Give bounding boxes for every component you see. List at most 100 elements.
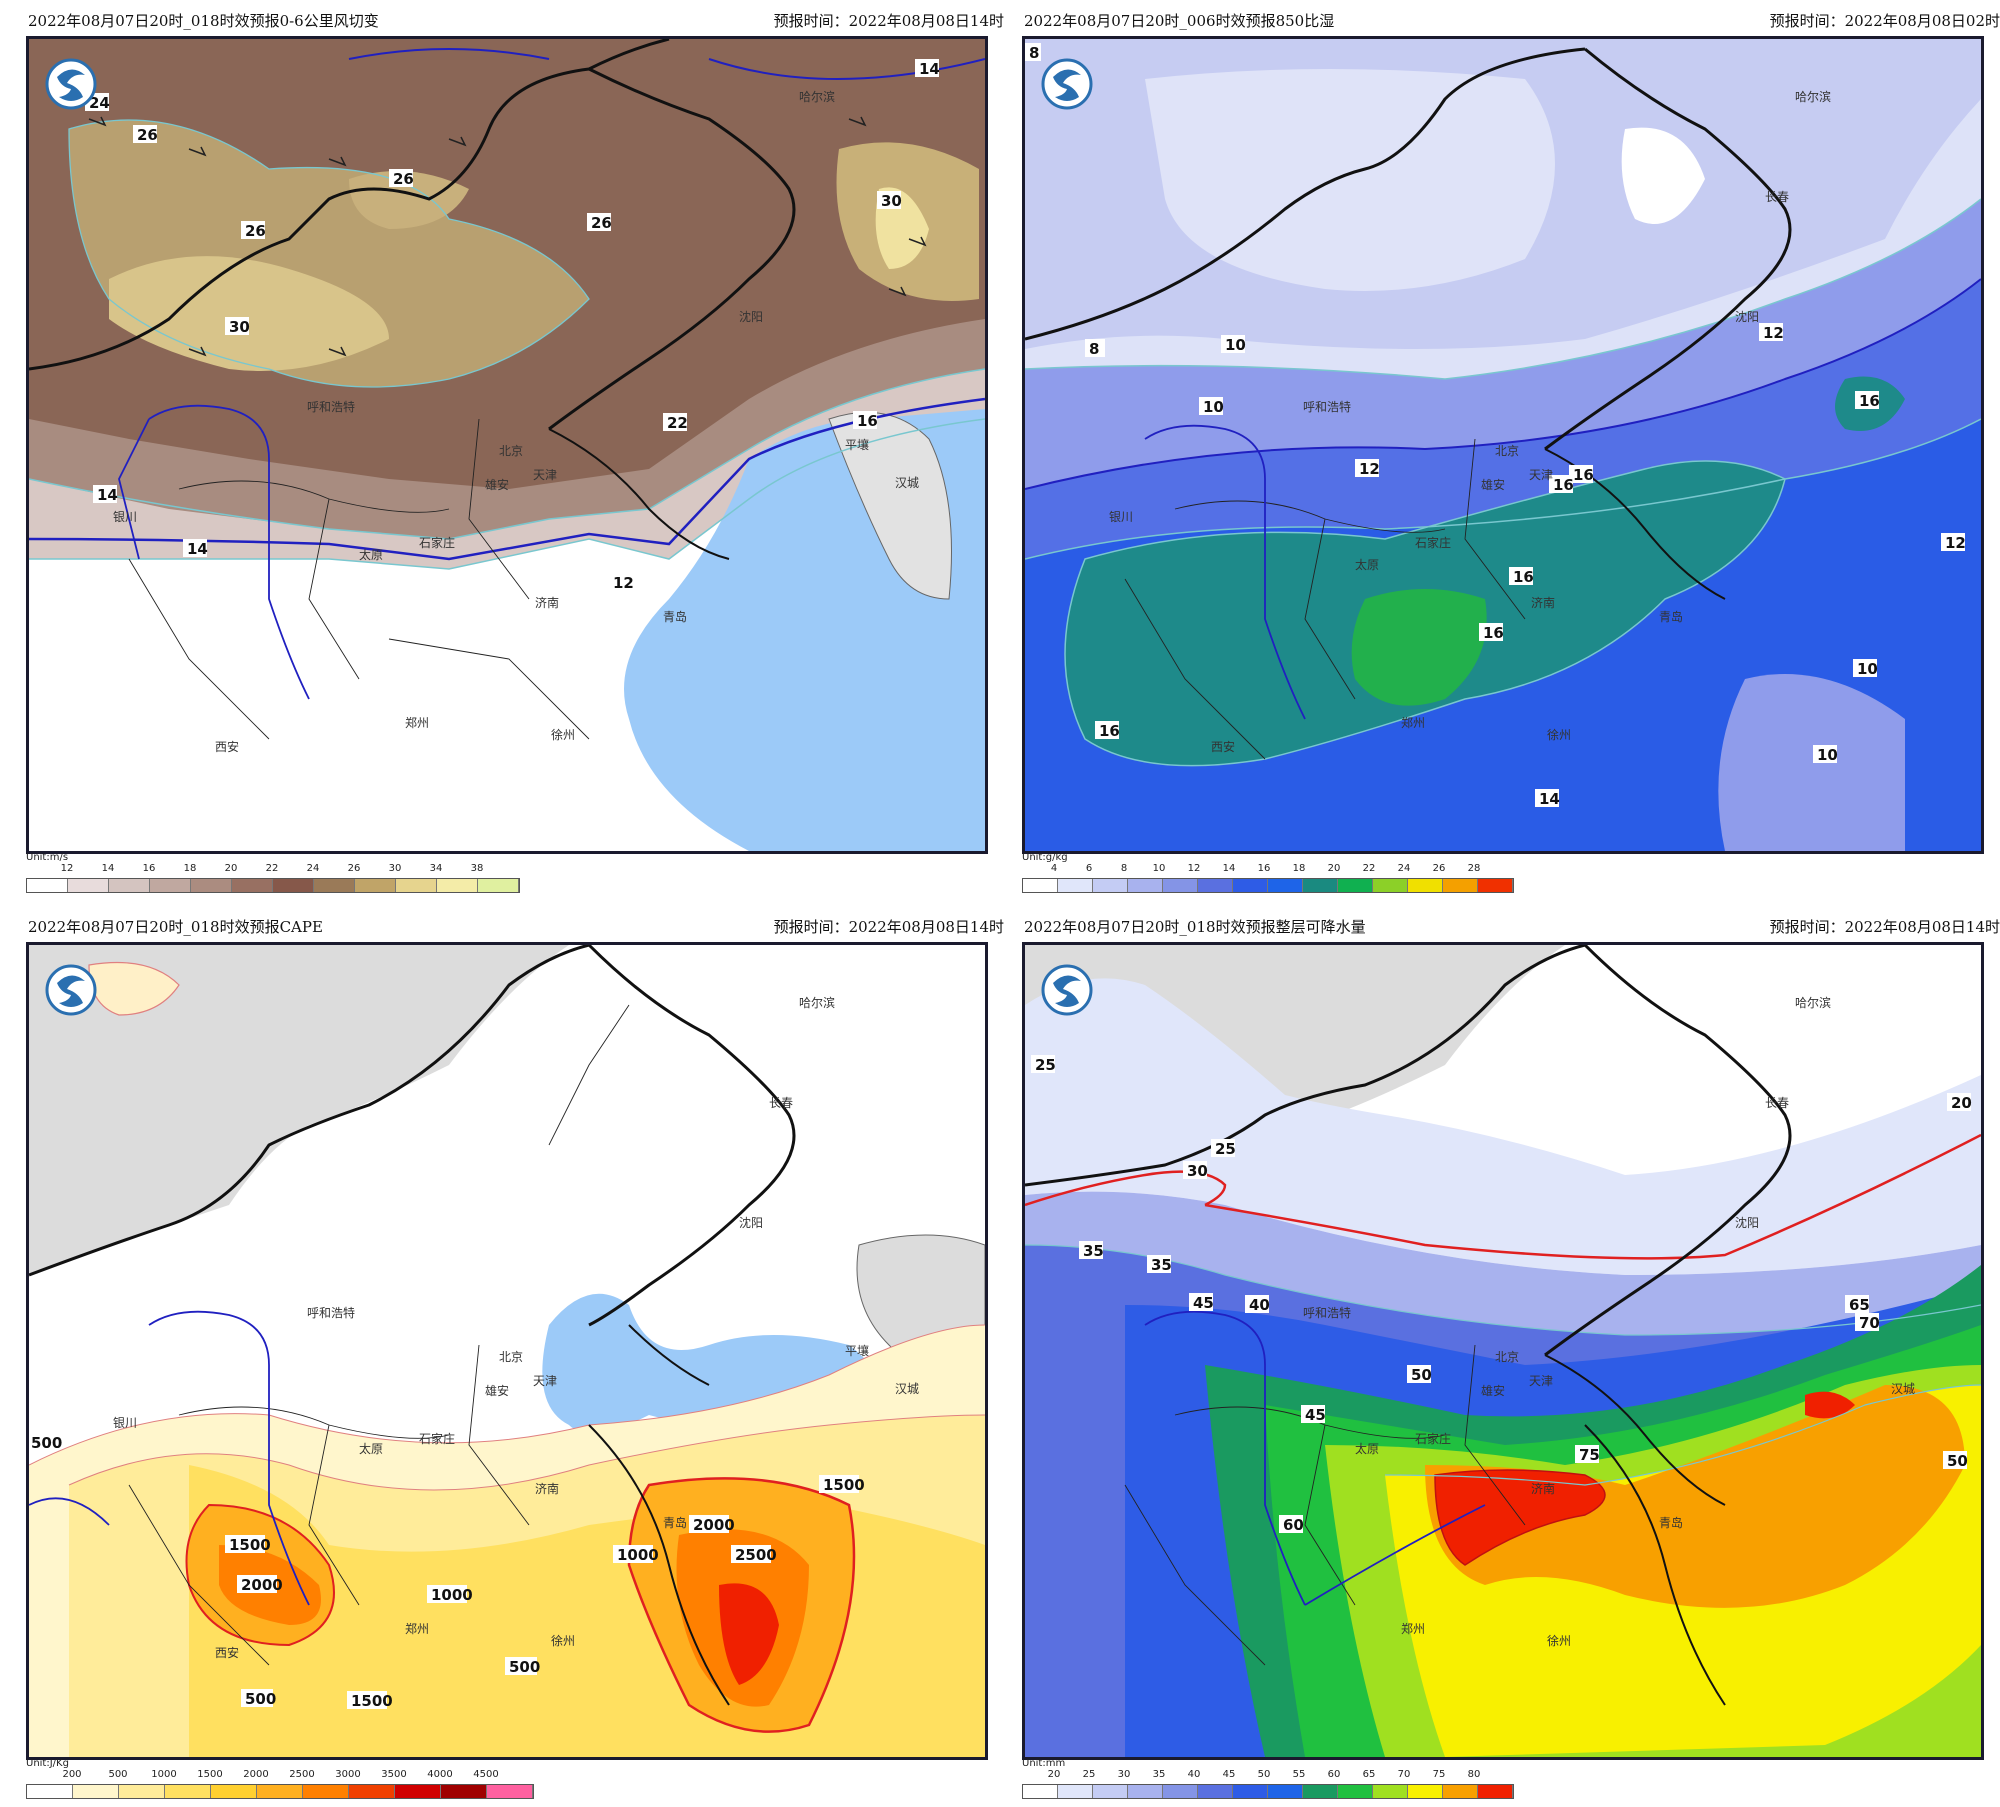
colorbar-swatch bbox=[150, 879, 191, 892]
svg-text:雄安: 雄安 bbox=[485, 1383, 509, 1398]
svg-text:14: 14 bbox=[1539, 790, 1560, 808]
svg-text:16: 16 bbox=[857, 412, 878, 430]
svg-text:22: 22 bbox=[667, 414, 688, 432]
svg-text:1500: 1500 bbox=[351, 1692, 393, 1710]
svg-text:60: 60 bbox=[1283, 1516, 1304, 1534]
forecast-time: 预报时间：2022年08月08日14时 bbox=[773, 918, 1004, 936]
cma-logo-icon bbox=[1039, 53, 1095, 115]
svg-text:75: 75 bbox=[1579, 1446, 1600, 1464]
svg-text:12: 12 bbox=[1945, 534, 1966, 552]
svg-text:西安: 西安 bbox=[215, 739, 239, 754]
svg-text:14: 14 bbox=[97, 486, 118, 504]
svg-text:16: 16 bbox=[1483, 624, 1504, 642]
forecast-time: 预报时间：2022年08月08日02时 bbox=[1769, 12, 2000, 30]
svg-text:汉城: 汉城 bbox=[895, 1382, 919, 1396]
svg-text:1000: 1000 bbox=[617, 1546, 659, 1564]
svg-text:青岛: 青岛 bbox=[1659, 1515, 1683, 1530]
svg-text:8: 8 bbox=[1029, 44, 1039, 62]
svg-text:北京: 北京 bbox=[1495, 1350, 1519, 1364]
svg-text:30: 30 bbox=[229, 318, 250, 336]
colorbar-swatch bbox=[1373, 1785, 1408, 1798]
map-wind-shear[interactable]: 24 26 26 26 26 30 30 22 16 14 14 12 14 哈… bbox=[26, 36, 988, 854]
svg-text:平壤: 平壤 bbox=[845, 437, 869, 452]
svg-text:天津: 天津 bbox=[533, 468, 557, 482]
colorbar-swatch bbox=[478, 879, 519, 892]
svg-text:太原: 太原 bbox=[359, 1441, 383, 1456]
colorbar-swatch bbox=[73, 1785, 119, 1798]
svg-text:天津: 天津 bbox=[533, 1374, 557, 1388]
svg-text:北京: 北京 bbox=[499, 1350, 523, 1364]
colorbar-swatch bbox=[232, 879, 273, 892]
svg-text:呼和浩特: 呼和浩特 bbox=[1303, 1305, 1351, 1320]
colorbar-swatch bbox=[1058, 1785, 1093, 1798]
svg-text:14: 14 bbox=[187, 540, 208, 558]
svg-text:汉城: 汉城 bbox=[895, 476, 919, 490]
svg-text:14: 14 bbox=[919, 60, 940, 78]
colorbar-labels: 20 25 30 35 40 45 50 55 60 65 70 75 80 bbox=[1047, 1769, 1481, 1780]
svg-text:12: 12 bbox=[1763, 324, 1784, 342]
svg-text:济南: 济南 bbox=[1531, 1481, 1555, 1496]
svg-text:20: 20 bbox=[1951, 1094, 1972, 1112]
svg-text:平壤: 平壤 bbox=[845, 1343, 869, 1358]
colorbar-swatch bbox=[68, 879, 109, 892]
svg-text:26: 26 bbox=[137, 126, 158, 144]
contour-labels: 25 25 30 35 35 45 40 50 45 60 65 70 75 5… bbox=[1031, 1055, 1972, 1534]
colorbar-swatch bbox=[1093, 1785, 1128, 1798]
colorbar-swatch bbox=[191, 879, 232, 892]
svg-text:50: 50 bbox=[1411, 1366, 1432, 1384]
svg-text:北京: 北京 bbox=[499, 444, 523, 458]
colorbar bbox=[26, 878, 520, 893]
colorbar-swatch bbox=[441, 1785, 487, 1798]
svg-text:10: 10 bbox=[1857, 660, 1878, 678]
map-specific-humidity[interactable]: 8 8 10 10 12 12 16 16 16 16 16 14 10 10 … bbox=[1022, 36, 1984, 854]
svg-text:呼和浩特: 呼和浩特 bbox=[1303, 399, 1351, 414]
svg-text:呼和浩特: 呼和浩特 bbox=[307, 399, 355, 414]
svg-text:10: 10 bbox=[1203, 398, 1224, 416]
colorbar-swatch bbox=[1303, 879, 1338, 892]
colorbar-swatch bbox=[27, 879, 68, 892]
colorbar-swatch bbox=[1198, 1785, 1233, 1798]
svg-text:1500: 1500 bbox=[823, 1476, 865, 1494]
colorbar-labels: 12 14 16 18 20 22 24 26 30 34 38 bbox=[60, 863, 484, 874]
svg-text:长春: 长春 bbox=[769, 1096, 793, 1110]
shear-field-core2 bbox=[109, 256, 389, 371]
svg-text:哈尔滨: 哈尔滨 bbox=[799, 995, 835, 1010]
svg-text:西安: 西安 bbox=[215, 1645, 239, 1660]
shear-field-north bbox=[349, 171, 469, 229]
svg-text:北京: 北京 bbox=[1495, 444, 1519, 458]
colorbar-swatch bbox=[1478, 1785, 1513, 1798]
svg-text:哈尔滨: 哈尔滨 bbox=[1795, 995, 1831, 1010]
svg-text:500: 500 bbox=[245, 1690, 276, 1708]
colorbar-swatch bbox=[1478, 879, 1513, 892]
svg-text:70: 70 bbox=[1859, 1314, 1880, 1332]
colorbar-swatch bbox=[109, 879, 150, 892]
svg-text:天津: 天津 bbox=[1529, 1374, 1553, 1388]
map-precipitable-water[interactable]: 25 25 30 35 35 45 40 50 45 60 65 70 75 5… bbox=[1022, 942, 1984, 1760]
svg-text:雄安: 雄安 bbox=[485, 477, 509, 492]
cape-map-svg: 1500 2000 1000 1000 2000 2500 1500 500 5… bbox=[29, 945, 985, 1757]
colorbar-swatch bbox=[1058, 879, 1093, 892]
svg-text:济南: 济南 bbox=[1531, 595, 1555, 610]
svg-text:徐州: 徐州 bbox=[1547, 727, 1571, 742]
svg-text:济南: 济南 bbox=[535, 1481, 559, 1496]
svg-text:沈阳: 沈阳 bbox=[1735, 309, 1759, 324]
svg-text:沈阳: 沈阳 bbox=[1735, 1215, 1759, 1230]
svg-text:石家庄: 石家庄 bbox=[419, 1431, 455, 1446]
colorbar-swatch bbox=[396, 879, 437, 892]
svg-text:1500: 1500 bbox=[229, 1536, 271, 1554]
svg-text:郑州: 郑州 bbox=[405, 1621, 429, 1636]
contour-labels: 8 8 10 10 12 12 16 16 16 16 16 14 10 10 … bbox=[1025, 43, 1966, 808]
panel-title: 2022年08月07日20时_006时效预报850比湿 bbox=[1024, 12, 1335, 30]
contour-labels: 1500 2000 1000 1000 2000 2500 1500 500 5… bbox=[29, 1433, 865, 1710]
svg-text:45: 45 bbox=[1193, 1294, 1214, 1312]
colorbar-swatch bbox=[211, 1785, 257, 1798]
svg-text:银川: 银川 bbox=[113, 510, 137, 524]
map-cape[interactable]: 1500 2000 1000 1000 2000 2500 1500 500 5… bbox=[26, 942, 988, 1760]
cma-logo-icon bbox=[43, 959, 99, 1021]
colorbar-swatch bbox=[1163, 879, 1198, 892]
colorbar-labels: 200 500 1000 1500 2000 2500 3000 3500 4000 45… bbox=[62, 1769, 499, 1780]
svg-text:徐州: 徐州 bbox=[551, 727, 575, 742]
colorbar-swatch bbox=[1163, 1785, 1198, 1798]
colorbar-swatch bbox=[1198, 879, 1233, 892]
colorbar-swatch bbox=[1233, 1785, 1268, 1798]
